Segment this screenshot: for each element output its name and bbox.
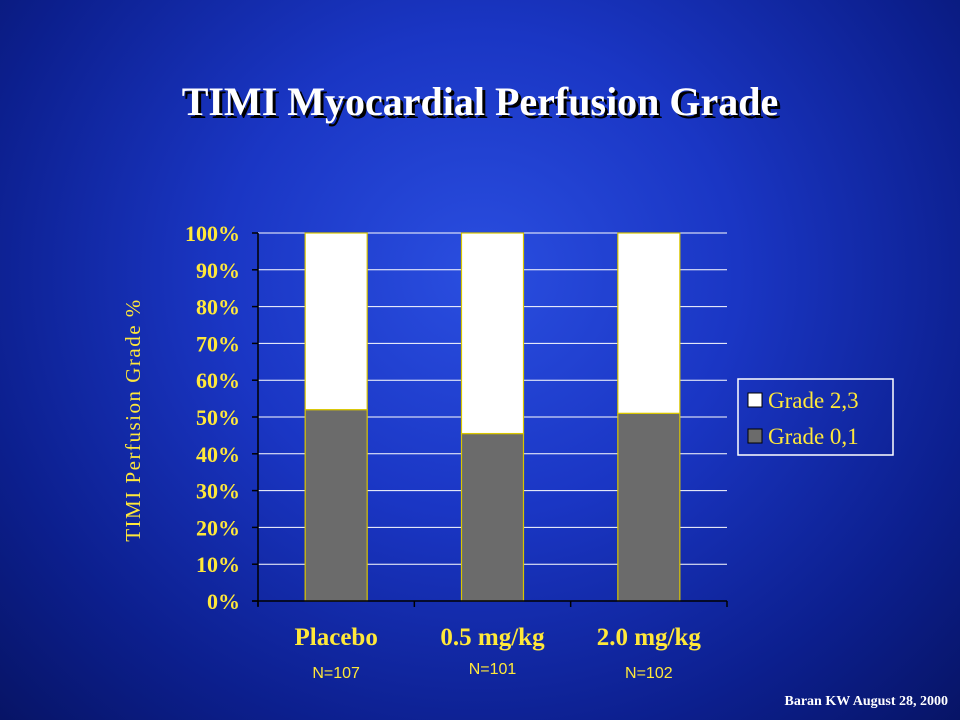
y-axis-title: TIMI Perfusion Grade % xyxy=(121,298,145,542)
y-tick-label: 30% xyxy=(196,479,240,504)
bar-grade-2-3 xyxy=(617,232,681,414)
y-tick-label: 10% xyxy=(196,552,240,577)
y-tick-label: 60% xyxy=(196,368,240,393)
bar-grade-0-1 xyxy=(460,432,525,602)
x-tick-label: Placebo xyxy=(295,624,378,651)
x-tick-label: 0.5 mg/kg xyxy=(440,624,545,651)
legend-swatch xyxy=(747,392,763,408)
sample-size-label: N=107 xyxy=(312,665,360,682)
bar-grade-2-3 xyxy=(460,232,525,435)
legend-label: Grade 2,3 xyxy=(768,388,859,413)
legend: Grade 2,3 Grade 0,1 xyxy=(737,378,894,456)
y-tick-labels: 0% 10% 20% 30% 40% 50% 60% 70% 80% 90% 100% xyxy=(185,221,240,614)
slide-title: TIMI Myocardial Perfusion Grade xyxy=(181,79,779,124)
bar-grade-0-1 xyxy=(617,412,681,602)
y-tick-label: 40% xyxy=(196,442,240,467)
sample-size-label: N=102 xyxy=(625,665,673,682)
axes xyxy=(252,232,728,607)
y-tick-label: 90% xyxy=(196,258,240,283)
sample-size-label: N=101 xyxy=(469,661,517,678)
y-tick-label: 20% xyxy=(196,515,240,540)
bar-grade-0-1 xyxy=(304,409,368,602)
bar-grade-2-3 xyxy=(304,232,368,411)
x-tick-label: 2.0 mg/kg xyxy=(597,624,702,651)
legend-label: Grade 0,1 xyxy=(768,424,859,449)
x-tick-labels: Placebo 0.5 mg/kg 2.0 mg/kg xyxy=(295,624,702,651)
citation: Baran KW August 28, 2000 xyxy=(784,694,949,709)
legend-swatch xyxy=(747,428,763,444)
y-tick-label: 100% xyxy=(185,221,240,246)
sample-size-labels: N=107 N=101 N=102 xyxy=(312,661,672,682)
legend-box xyxy=(737,378,894,456)
bars xyxy=(304,232,681,602)
y-tick-label: 70% xyxy=(196,331,240,356)
y-tick-label: 50% xyxy=(196,405,240,430)
y-tick-label: 80% xyxy=(196,295,240,320)
y-tick-label: 0% xyxy=(207,589,240,614)
